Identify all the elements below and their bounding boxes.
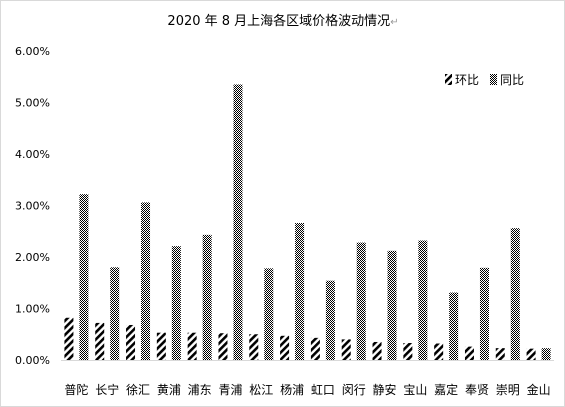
legend-swatch-huanbi <box>445 74 452 85</box>
x-category-label: 浦东 <box>188 383 212 397</box>
bar-tongbi <box>264 268 274 360</box>
bar-tongbi <box>171 246 181 360</box>
bar-huanbi <box>64 317 74 360</box>
x-category-label: 宝山 <box>403 383 427 397</box>
bars-layer <box>64 84 551 360</box>
bar-tongbi <box>141 202 151 360</box>
bar-huanbi <box>249 334 259 360</box>
bar-tongbi <box>418 240 428 360</box>
x-category-label: 静安 <box>373 382 397 397</box>
y-tick-label: 4.00% <box>15 148 50 161</box>
bar-huanbi <box>126 324 136 360</box>
bar-tongbi <box>510 228 520 360</box>
bar-huanbi <box>464 346 474 360</box>
bar-huanbi <box>280 335 290 360</box>
x-category-label: 徐汇 <box>126 382 150 397</box>
title-return-mark: ↵ <box>390 17 398 28</box>
bar-tongbi <box>387 250 397 360</box>
bar-huanbi <box>434 343 444 360</box>
x-category-label: 奉贤 <box>465 383 489 397</box>
bar-huanbi <box>187 332 197 360</box>
bar-tongbi <box>233 84 243 360</box>
y-tick-label: 5.00% <box>15 97 50 110</box>
y-axis-tick-labels: 0.00% 1.00% 2.00% 3.00% 4.00% 5.00% 6.00% <box>15 45 50 367</box>
bar-huanbi <box>95 322 105 360</box>
bar-huanbi <box>372 341 382 360</box>
chart-title-text: 2020 年 8 月上海各区域价格波动情况 <box>167 13 390 29</box>
legend-swatch-tongbi <box>490 74 497 85</box>
legend: 环比 同比 <box>445 73 524 87</box>
x-category-label: 松江 <box>249 383 273 397</box>
bar-huanbi <box>156 332 166 360</box>
x-axis-category-labels: 普陀 长宁 徐汇 黄浦 浦东 青浦 松江 杨浦 虹口 闵行 静安 宝山 嘉定 奉贤 崇明 金山 <box>64 382 550 397</box>
x-category-label: 闵行 <box>342 382 366 397</box>
bar-tongbi <box>449 292 459 360</box>
bar-tongbi <box>356 242 366 360</box>
legend-label-huanbi: 环比 <box>455 73 479 87</box>
y-tick-label: 6.00% <box>15 45 50 58</box>
bar-huanbi <box>495 348 505 360</box>
y-tick-label: 1.00% <box>15 303 50 316</box>
chart-title: 2020 年 8 月上海各区域价格波动情况↵ <box>167 13 398 29</box>
bar-tongbi <box>541 348 551 360</box>
bar-tongbi <box>110 267 120 360</box>
x-category-label: 金山 <box>527 382 551 397</box>
y-tick-label: 0.00% <box>15 354 50 367</box>
x-category-label: 青浦 <box>218 383 242 397</box>
y-tick-label: 2.00% <box>15 251 50 264</box>
bar-tongbi <box>479 267 489 360</box>
bar-tongbi <box>325 280 335 360</box>
x-category-label: 虹口 <box>311 383 335 397</box>
bar-tongbi <box>295 223 305 360</box>
bar-huanbi <box>526 348 536 360</box>
bar-huanbi <box>341 339 351 360</box>
bar-huanbi <box>218 333 228 360</box>
x-category-label: 普陀 <box>64 382 88 397</box>
bar-tongbi <box>202 234 212 360</box>
x-category-label: 长宁 <box>95 382 119 397</box>
x-category-label: 杨浦 <box>280 382 304 397</box>
bar-huanbi <box>310 337 320 360</box>
x-category-label: 嘉定 <box>434 382 458 397</box>
bar-huanbi <box>403 343 413 360</box>
x-category-label: 黄浦 <box>157 383 181 397</box>
legend-label-tongbi: 同比 <box>500 73 524 87</box>
y-tick-label: 3.00% <box>15 200 50 213</box>
bar-tongbi <box>79 194 89 360</box>
x-category-label: 崇明 <box>496 383 520 397</box>
